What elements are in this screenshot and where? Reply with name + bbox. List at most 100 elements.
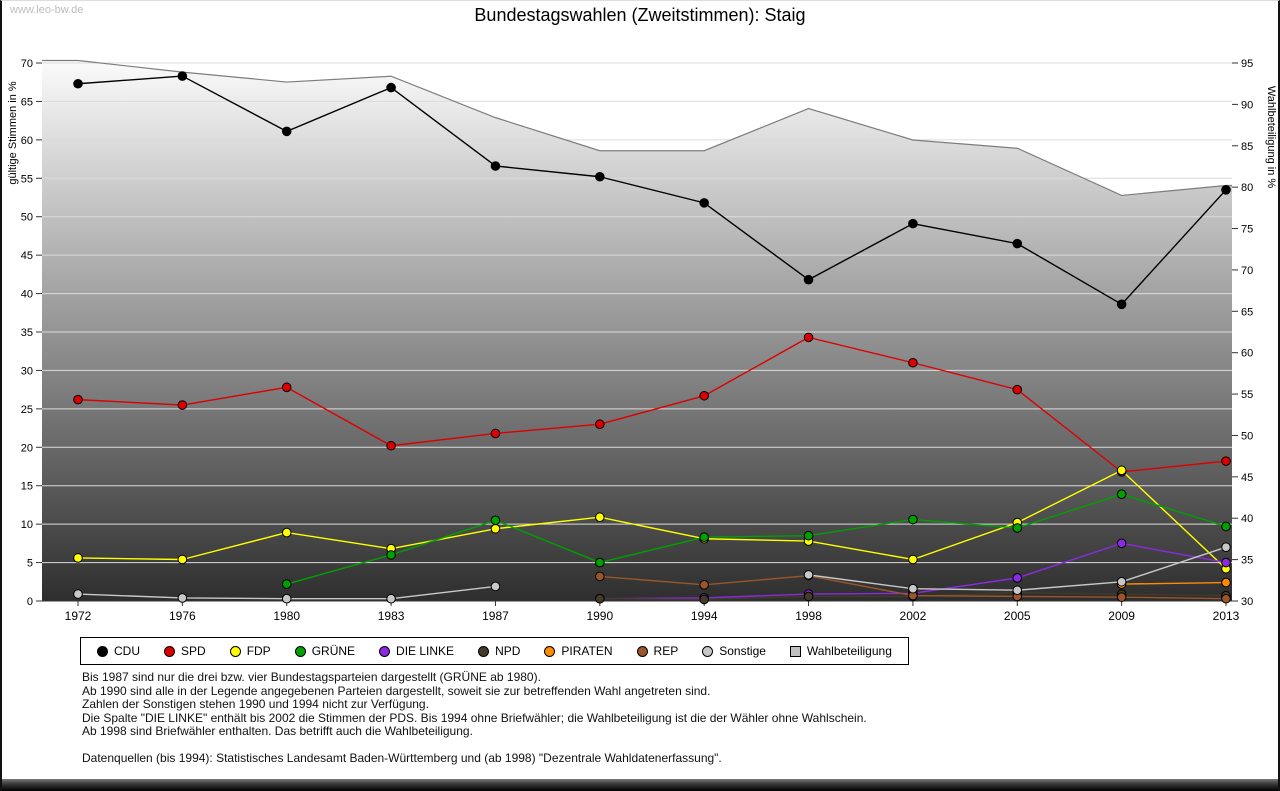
marker-FDP xyxy=(73,553,83,563)
legend-swatch-CDU xyxy=(97,645,108,657)
y-left-tick-label: 30 xyxy=(21,365,33,377)
marker-CDU xyxy=(595,171,605,182)
marker-FDP xyxy=(490,523,501,534)
line-chart: 0 5 10 15 20 25 30 35 40 45 50 55 60 65 70 30 35 40 45 50 55… xyxy=(7,58,1277,623)
y-right-tick-label: 50 xyxy=(1241,430,1253,442)
y-right-tick-label: 60 xyxy=(1241,348,1253,360)
legend-label: Sonstige xyxy=(719,644,766,658)
marker-FDP xyxy=(595,512,605,523)
marker-SPD xyxy=(281,382,292,393)
legend-item-Wahlbeteiligung: Wahlbeteiligung xyxy=(789,644,892,658)
y-left-tick-label: 10 xyxy=(21,519,33,531)
marker-FDP xyxy=(177,554,188,565)
legend-swatch-SPD xyxy=(164,645,175,657)
marker-SPD xyxy=(386,440,396,451)
legend-item-SPD: SPD xyxy=(164,644,206,658)
marker-CDU xyxy=(908,218,918,229)
y-right-tick-label: 85 xyxy=(1241,141,1253,153)
legend-label: GRÜNE xyxy=(311,644,356,658)
marker-Sonstige xyxy=(490,581,501,592)
y-right-tick-label: 35 xyxy=(1241,555,1253,567)
legend-item-CDU: CDU xyxy=(97,644,140,658)
marker-CDU xyxy=(177,71,188,81)
marker-GRÜNE xyxy=(1221,521,1231,532)
marker-CDU xyxy=(699,198,709,208)
y-right-tick-label: 75 xyxy=(1241,224,1253,236)
x-tick-label: 1990 xyxy=(586,609,613,623)
marker-CDU xyxy=(386,82,396,93)
marker-GRÜNE xyxy=(908,514,918,525)
y-left-tick-label: 65 xyxy=(21,96,33,108)
legend-swatch-Sonstige xyxy=(702,645,714,657)
gridlines xyxy=(42,62,1232,564)
y-right-tick-label: 70 xyxy=(1241,265,1253,277)
axes: 0 5 10 15 20 25 30 35 40 45 50 55 60 65 70 30 35 40 45 50 55… xyxy=(21,58,1254,623)
x-tick-label: 1983 xyxy=(378,609,405,623)
marker-GRÜNE xyxy=(803,530,814,541)
x-tick-label: 1998 xyxy=(795,609,822,623)
series-markers xyxy=(73,71,1231,605)
marker-Sonstige xyxy=(281,593,292,604)
legend-label: CDU xyxy=(114,644,140,658)
x-tick-label: 1972 xyxy=(65,609,92,623)
y-left-tick-label: 70 xyxy=(21,58,33,70)
footnotes: Bis 1987 sind nur die drei bzw. vier Bun… xyxy=(82,670,867,766)
marker-REP xyxy=(1221,593,1231,604)
marker-PIRATEN xyxy=(1221,577,1231,588)
marker-NPD xyxy=(595,593,605,604)
legend-swatch-PIRATEN xyxy=(544,645,556,657)
y-left-axis-title: gültige Stimmen in % xyxy=(7,81,19,185)
legend-label: REP xyxy=(653,644,679,658)
legend-item-NPD: NPD xyxy=(478,644,520,658)
marker-Sonstige xyxy=(1012,585,1023,596)
marker-GRÜNE xyxy=(699,532,709,543)
series-line-PIRATEN xyxy=(1121,581,1227,585)
marker-REP xyxy=(1116,592,1127,602)
y-left-tick-label: 40 xyxy=(21,289,33,301)
marker-Sonstige xyxy=(803,570,814,580)
marker-Sonstige xyxy=(386,593,396,604)
footnote-line: Zahlen der Sonstigen stehen 1990 und 199… xyxy=(82,697,429,711)
marker-DIE LINKE xyxy=(1012,573,1023,583)
legend-item-DIE LINKE: DIE LINKE xyxy=(379,644,454,658)
x-tick-label: 2013 xyxy=(1213,609,1240,623)
marker-Sonstige xyxy=(177,593,188,603)
marker-SPD xyxy=(73,394,83,405)
marker-DIE LINKE xyxy=(1116,538,1127,549)
marker-GRÜNE xyxy=(1012,523,1023,533)
marker-CDU xyxy=(1221,185,1231,195)
y-right-tick-label: 55 xyxy=(1241,389,1253,401)
y-right-tick-label: 90 xyxy=(1241,99,1253,111)
series-line-CDU xyxy=(77,75,1227,306)
marker-REP xyxy=(699,580,709,590)
marker-CDU xyxy=(1116,299,1127,310)
legend-swatch-NPD xyxy=(478,645,490,657)
y-right-tick-label: 40 xyxy=(1241,513,1253,525)
legend-label: NPD xyxy=(495,644,521,658)
x-tick-label: 1980 xyxy=(273,609,300,623)
y-left-tick-label: 60 xyxy=(21,135,33,147)
series-line-SPD xyxy=(77,336,1227,473)
turnout-area xyxy=(42,60,1232,602)
x-tick-label: 1994 xyxy=(691,609,718,623)
legend-swatch-REP xyxy=(636,645,648,657)
legend-item-REP: REP xyxy=(636,644,679,658)
legend-item-Sonstige: Sonstige xyxy=(702,644,766,658)
legend-item-PIRATEN: PIRATEN xyxy=(544,644,613,658)
marker-FDP xyxy=(908,554,918,565)
y-left-tick-label: 20 xyxy=(21,442,33,454)
y-left-tick-label: 25 xyxy=(21,404,33,416)
marker-FDP xyxy=(1116,465,1127,476)
legend-label: DIE LINKE xyxy=(396,644,455,658)
marker-SPD xyxy=(595,419,605,430)
y-left-tick-label: 35 xyxy=(21,327,33,339)
series-line-GRÜNE xyxy=(286,493,1227,585)
marker-SPD xyxy=(177,400,188,410)
marker-NPD xyxy=(803,591,814,602)
marker-Sonstige xyxy=(1221,542,1231,553)
marker-CDU xyxy=(281,126,292,137)
marker-SPD xyxy=(1012,384,1023,395)
marker-SPD xyxy=(803,332,814,343)
marker-Sonstige xyxy=(1116,576,1127,587)
